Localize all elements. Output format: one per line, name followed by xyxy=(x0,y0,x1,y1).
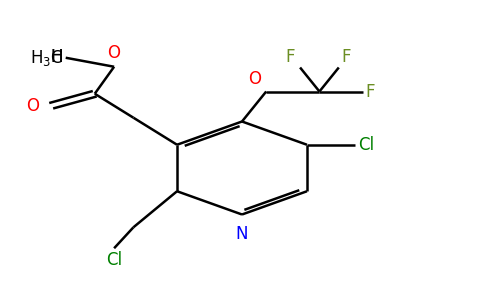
Text: H: H xyxy=(51,48,63,66)
Text: H: H xyxy=(51,48,63,66)
Text: O: O xyxy=(248,70,261,88)
Text: F: F xyxy=(286,48,295,66)
Text: Cl: Cl xyxy=(358,136,374,154)
Text: Cl: Cl xyxy=(106,251,122,269)
Text: H$_3$C: H$_3$C xyxy=(30,48,63,68)
Text: F: F xyxy=(341,48,351,66)
Text: O: O xyxy=(107,44,121,62)
Text: F: F xyxy=(365,82,375,100)
Text: O: O xyxy=(26,97,39,115)
Text: N: N xyxy=(236,225,248,243)
